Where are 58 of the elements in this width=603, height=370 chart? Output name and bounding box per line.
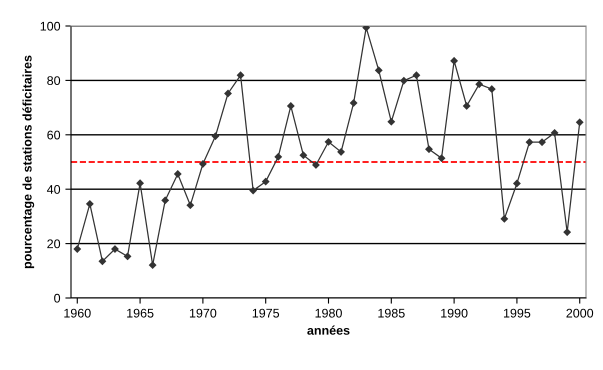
point — [550, 129, 558, 137]
point — [337, 148, 345, 156]
point — [488, 85, 496, 93]
x-tick-label: 1980 — [316, 308, 342, 318]
point — [262, 178, 270, 186]
point — [400, 77, 408, 84]
point — [538, 138, 546, 146]
point — [312, 161, 320, 169]
y-tick-label: 0 — [54, 294, 60, 303]
point — [212, 132, 220, 140]
point — [324, 138, 332, 146]
point — [174, 170, 182, 178]
point — [576, 118, 584, 126]
y-tick-label: 100 — [40, 22, 60, 31]
point — [249, 186, 257, 194]
point — [111, 245, 119, 253]
x-tick-label: 1995 — [504, 308, 530, 318]
point — [438, 154, 446, 162]
y-tick-label: 20 — [47, 239, 60, 248]
y-tick-label: 60 — [47, 130, 60, 140]
x-tick-label: 1975 — [252, 308, 280, 318]
y-axis-title: pourcentage de stations déficitaires — [22, 56, 34, 268]
point — [300, 152, 308, 159]
x-tick-label: 1965 — [127, 308, 154, 318]
point — [124, 252, 132, 260]
point — [136, 180, 144, 187]
x-tick-label: 2000 — [566, 308, 594, 318]
point — [186, 202, 194, 209]
y-tick-label: 40 — [46, 185, 60, 194]
x-tick-label: 1985 — [378, 308, 405, 318]
x-tick-label: 1970 — [190, 308, 216, 318]
point — [274, 153, 282, 160]
point — [513, 180, 521, 188]
y-tick-label: 80 — [47, 76, 60, 86]
point — [149, 261, 156, 269]
point — [450, 57, 458, 64]
point — [162, 196, 169, 204]
point — [86, 200, 94, 208]
point — [287, 102, 294, 110]
point — [412, 72, 420, 79]
x-axis-title: années — [307, 326, 350, 335]
point — [425, 146, 433, 153]
point — [388, 118, 395, 126]
point — [375, 66, 382, 74]
x-tick-label: 1960 — [64, 308, 91, 318]
point — [199, 160, 207, 168]
point — [463, 102, 470, 110]
point — [74, 245, 81, 253]
point — [500, 215, 508, 222]
point — [564, 228, 571, 236]
point — [526, 138, 534, 146]
point — [476, 80, 483, 88]
x-tick-label: 1990 — [441, 308, 468, 318]
point — [98, 258, 106, 265]
point — [350, 99, 358, 107]
point — [224, 90, 232, 98]
point — [236, 72, 244, 79]
point — [362, 26, 370, 32]
